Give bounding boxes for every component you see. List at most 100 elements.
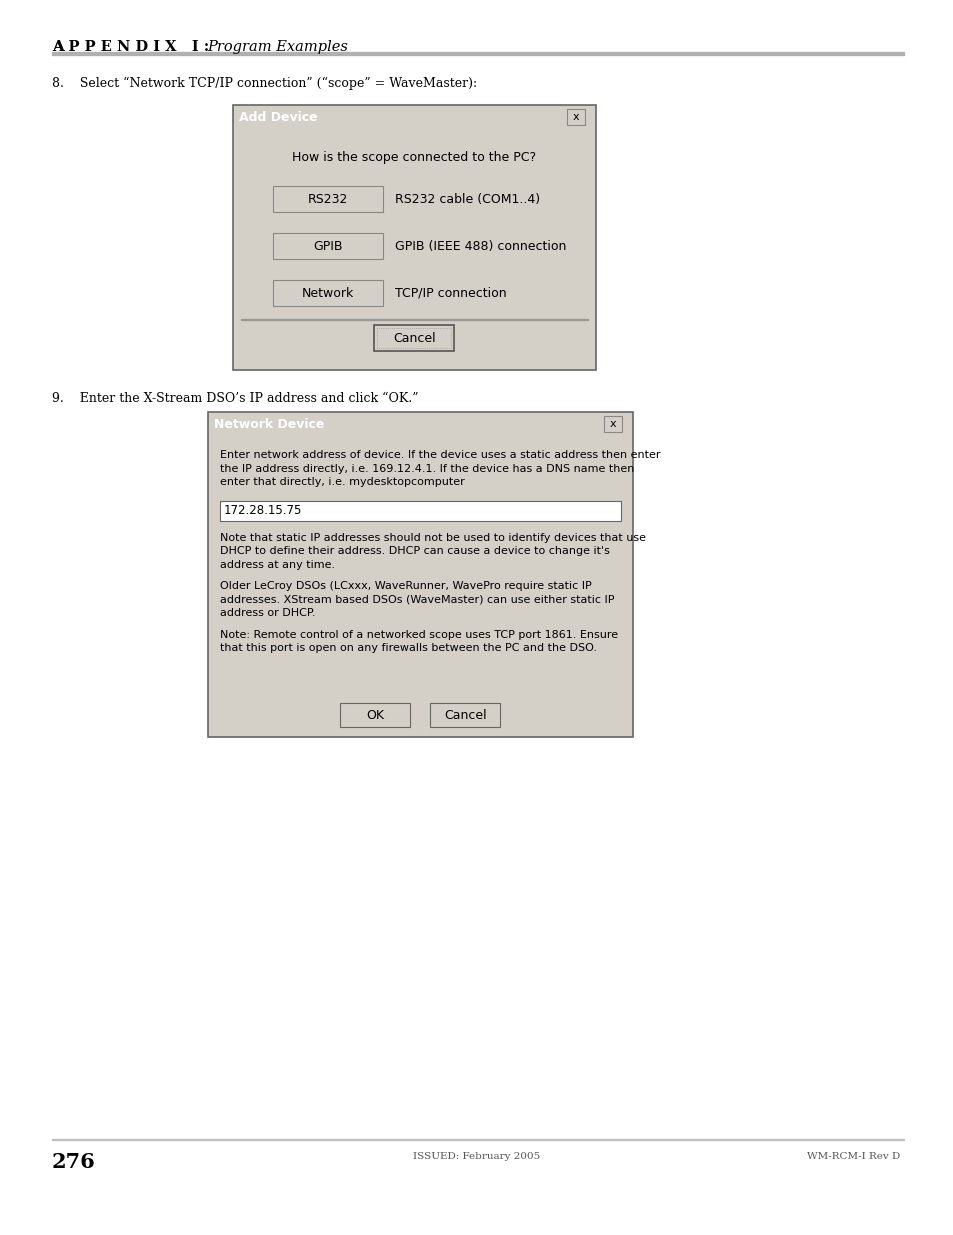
Bar xyxy=(356,105,364,128)
Bar xyxy=(375,325,454,351)
Bar xyxy=(242,412,251,436)
Text: 172.28.15.75: 172.28.15.75 xyxy=(224,504,302,517)
Text: GPIB (IEEE 488) connection: GPIB (IEEE 488) connection xyxy=(395,240,566,252)
Bar xyxy=(352,412,361,436)
Bar xyxy=(403,412,412,436)
Bar xyxy=(479,105,487,128)
Bar xyxy=(516,105,523,128)
Text: 276: 276 xyxy=(52,1152,95,1172)
Bar xyxy=(301,412,310,436)
Bar xyxy=(241,319,587,320)
Bar xyxy=(284,412,294,436)
Bar xyxy=(305,105,313,128)
Text: Cancel: Cancel xyxy=(444,709,486,721)
Bar xyxy=(240,105,248,128)
Bar xyxy=(523,105,531,128)
Bar xyxy=(327,412,335,436)
Bar xyxy=(581,105,589,128)
Bar xyxy=(385,105,393,128)
Bar xyxy=(335,412,344,436)
Text: A P P E N D I X   I :: A P P E N D I X I : xyxy=(52,40,209,54)
Bar xyxy=(273,280,382,306)
Bar xyxy=(412,412,420,436)
Bar xyxy=(488,412,497,436)
Bar xyxy=(407,105,415,128)
Bar xyxy=(318,412,327,436)
Bar xyxy=(284,105,292,128)
Bar xyxy=(454,412,463,436)
Bar xyxy=(573,412,582,436)
Bar xyxy=(267,412,276,436)
Text: Cancel: Cancel xyxy=(393,331,436,345)
Text: 8.    Select “Network TCP/IP connection” (“scope” = WaveMaster):: 8. Select “Network TCP/IP connection” (“… xyxy=(52,77,476,90)
Bar xyxy=(537,105,545,128)
Bar xyxy=(564,412,574,436)
Bar xyxy=(552,105,559,128)
Text: Note that static IP addresses should not be used to identify devices that use: Note that static IP addresses should not… xyxy=(220,532,645,542)
Bar xyxy=(574,105,581,128)
Bar xyxy=(262,105,270,128)
Bar xyxy=(340,703,410,727)
Text: enter that directly, i.e. mydesktopcomputer: enter that directly, i.e. mydesktopcompu… xyxy=(220,477,464,487)
Bar xyxy=(216,412,225,436)
Bar xyxy=(349,105,356,128)
Text: WM-RCM-I Rev D: WM-RCM-I Rev D xyxy=(806,1152,899,1161)
Bar xyxy=(566,109,584,125)
Bar xyxy=(436,105,443,128)
Text: TCP/IP connection: TCP/IP connection xyxy=(395,287,506,300)
Bar xyxy=(291,105,298,128)
Bar xyxy=(443,105,451,128)
Bar xyxy=(386,412,395,436)
Bar xyxy=(377,329,451,348)
Bar xyxy=(451,105,458,128)
Bar xyxy=(399,105,407,128)
Bar xyxy=(327,105,335,128)
Text: address or DHCP.: address or DHCP. xyxy=(220,608,315,618)
Text: Network Device: Network Device xyxy=(213,417,324,431)
Bar xyxy=(377,105,386,128)
Text: How is the scope connected to the PC?: How is the scope connected to the PC? xyxy=(293,151,536,164)
Bar xyxy=(233,105,240,128)
Bar xyxy=(514,412,522,436)
Bar xyxy=(487,105,495,128)
Bar xyxy=(273,233,382,259)
Bar xyxy=(420,412,429,436)
Text: Enter network address of device. If the device uses a static address then enter: Enter network address of device. If the … xyxy=(220,450,659,459)
Bar xyxy=(421,105,429,128)
Bar xyxy=(494,105,501,128)
Text: Add Device: Add Device xyxy=(239,110,317,124)
Bar xyxy=(539,412,548,436)
Bar xyxy=(377,412,387,436)
Bar xyxy=(276,105,284,128)
Text: 9.    Enter the X-Stream DSO’s IP address and click “OK.”: 9. Enter the X-Stream DSO’s IP address a… xyxy=(52,391,418,405)
Text: Program Examples: Program Examples xyxy=(207,40,348,54)
Bar xyxy=(233,412,242,436)
Bar xyxy=(501,105,509,128)
Bar xyxy=(616,412,624,436)
Text: RS232 cable (COM1..4): RS232 cable (COM1..4) xyxy=(395,193,539,205)
Bar xyxy=(275,412,285,436)
Bar xyxy=(547,412,557,436)
Bar xyxy=(497,412,505,436)
Bar xyxy=(414,105,422,128)
Text: OK: OK xyxy=(366,709,384,721)
Bar xyxy=(429,412,437,436)
Text: GPIB: GPIB xyxy=(313,240,342,252)
Bar xyxy=(310,412,318,436)
Bar xyxy=(369,412,378,436)
Bar xyxy=(208,412,216,436)
Bar xyxy=(465,105,473,128)
Bar xyxy=(598,412,607,436)
Bar xyxy=(52,1139,903,1140)
Bar xyxy=(624,412,633,436)
Bar xyxy=(581,412,590,436)
Text: the IP address directly, i.e. 169.12.4.1. If the device has a DNS name then: the IP address directly, i.e. 169.12.4.1… xyxy=(220,463,634,473)
Text: RS232: RS232 xyxy=(308,193,348,205)
Bar xyxy=(430,703,500,727)
Text: addresses. XStream based DSOs (WaveMaster) can use either static IP: addresses. XStream based DSOs (WaveMaste… xyxy=(220,594,614,604)
Bar xyxy=(472,105,480,128)
Bar xyxy=(457,105,465,128)
Text: that this port is open on any firewalls between the PC and the DSO.: that this port is open on any firewalls … xyxy=(220,643,597,653)
Bar xyxy=(446,412,455,436)
Bar xyxy=(607,412,616,436)
